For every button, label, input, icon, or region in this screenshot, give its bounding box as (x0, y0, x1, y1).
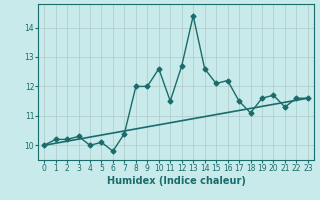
X-axis label: Humidex (Indice chaleur): Humidex (Indice chaleur) (107, 176, 245, 186)
